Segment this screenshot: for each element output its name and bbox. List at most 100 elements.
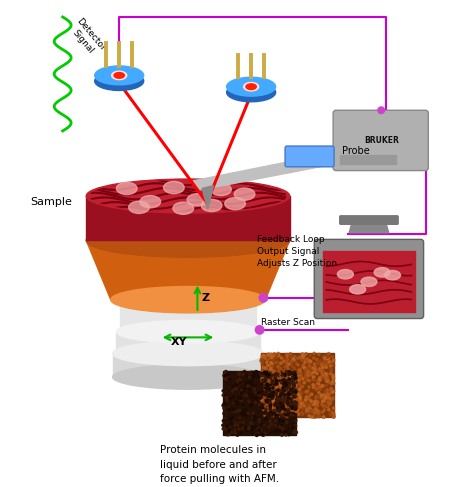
- Ellipse shape: [275, 354, 278, 356]
- Ellipse shape: [307, 371, 310, 373]
- Ellipse shape: [266, 418, 269, 421]
- Ellipse shape: [293, 379, 296, 381]
- Ellipse shape: [238, 422, 240, 425]
- Ellipse shape: [292, 424, 294, 426]
- Ellipse shape: [322, 393, 325, 396]
- Ellipse shape: [290, 429, 292, 431]
- Ellipse shape: [266, 382, 268, 385]
- Ellipse shape: [285, 374, 287, 376]
- Ellipse shape: [302, 402, 305, 404]
- Ellipse shape: [246, 385, 248, 387]
- Ellipse shape: [326, 357, 328, 359]
- Ellipse shape: [293, 387, 296, 389]
- Ellipse shape: [317, 380, 319, 382]
- Ellipse shape: [246, 424, 248, 427]
- Ellipse shape: [290, 410, 292, 412]
- Ellipse shape: [326, 356, 328, 358]
- Ellipse shape: [222, 404, 224, 407]
- Ellipse shape: [267, 376, 269, 378]
- Ellipse shape: [224, 374, 227, 376]
- Ellipse shape: [261, 359, 264, 362]
- Ellipse shape: [283, 401, 285, 403]
- Ellipse shape: [273, 401, 275, 403]
- Ellipse shape: [275, 392, 277, 394]
- Ellipse shape: [286, 355, 288, 357]
- Ellipse shape: [230, 375, 232, 377]
- Ellipse shape: [231, 386, 234, 388]
- Ellipse shape: [269, 407, 272, 410]
- Ellipse shape: [294, 403, 296, 405]
- Ellipse shape: [273, 353, 275, 355]
- Ellipse shape: [267, 407, 270, 409]
- Ellipse shape: [117, 320, 260, 343]
- Ellipse shape: [269, 395, 271, 398]
- Ellipse shape: [232, 389, 234, 391]
- Ellipse shape: [257, 428, 259, 430]
- Ellipse shape: [267, 358, 269, 360]
- Ellipse shape: [266, 390, 269, 392]
- Ellipse shape: [255, 371, 258, 373]
- Ellipse shape: [300, 375, 302, 377]
- Ellipse shape: [329, 402, 331, 405]
- Ellipse shape: [247, 374, 250, 376]
- Ellipse shape: [322, 356, 325, 358]
- Ellipse shape: [272, 359, 274, 361]
- Ellipse shape: [223, 412, 225, 415]
- Ellipse shape: [300, 386, 302, 388]
- Ellipse shape: [306, 377, 308, 380]
- Ellipse shape: [253, 398, 255, 400]
- Ellipse shape: [227, 414, 229, 416]
- Ellipse shape: [270, 404, 272, 406]
- Ellipse shape: [245, 394, 247, 396]
- Ellipse shape: [322, 397, 325, 400]
- Ellipse shape: [257, 397, 259, 399]
- Ellipse shape: [282, 427, 284, 430]
- Ellipse shape: [317, 381, 319, 384]
- Ellipse shape: [112, 71, 127, 80]
- Ellipse shape: [262, 393, 264, 396]
- Ellipse shape: [286, 383, 288, 385]
- Ellipse shape: [230, 408, 232, 410]
- Ellipse shape: [258, 388, 260, 390]
- Ellipse shape: [327, 379, 329, 382]
- Ellipse shape: [304, 376, 307, 378]
- Ellipse shape: [227, 423, 229, 426]
- Ellipse shape: [277, 432, 279, 434]
- Ellipse shape: [295, 363, 298, 365]
- Ellipse shape: [288, 380, 290, 382]
- Ellipse shape: [320, 360, 322, 362]
- Ellipse shape: [278, 396, 280, 398]
- Ellipse shape: [313, 363, 316, 365]
- Ellipse shape: [225, 371, 227, 373]
- Ellipse shape: [292, 388, 294, 390]
- FancyBboxPatch shape: [223, 371, 296, 435]
- Ellipse shape: [246, 84, 256, 90]
- Ellipse shape: [316, 385, 318, 388]
- Ellipse shape: [332, 390, 335, 392]
- Ellipse shape: [318, 392, 320, 394]
- Ellipse shape: [242, 393, 244, 395]
- Polygon shape: [117, 332, 260, 356]
- Ellipse shape: [270, 361, 272, 364]
- Ellipse shape: [283, 413, 286, 415]
- Ellipse shape: [286, 359, 288, 361]
- Ellipse shape: [315, 412, 317, 414]
- Ellipse shape: [271, 400, 273, 402]
- Ellipse shape: [251, 394, 253, 397]
- Ellipse shape: [283, 417, 285, 419]
- Ellipse shape: [284, 375, 286, 377]
- Ellipse shape: [285, 383, 287, 385]
- Ellipse shape: [308, 386, 310, 388]
- Ellipse shape: [232, 395, 234, 398]
- Ellipse shape: [289, 372, 291, 375]
- Ellipse shape: [323, 409, 325, 412]
- Ellipse shape: [228, 389, 230, 392]
- Ellipse shape: [262, 373, 264, 375]
- Ellipse shape: [275, 356, 278, 359]
- Ellipse shape: [262, 434, 264, 436]
- Ellipse shape: [272, 370, 274, 372]
- Ellipse shape: [245, 427, 247, 429]
- Ellipse shape: [263, 357, 265, 360]
- Ellipse shape: [229, 397, 232, 400]
- Ellipse shape: [292, 418, 295, 420]
